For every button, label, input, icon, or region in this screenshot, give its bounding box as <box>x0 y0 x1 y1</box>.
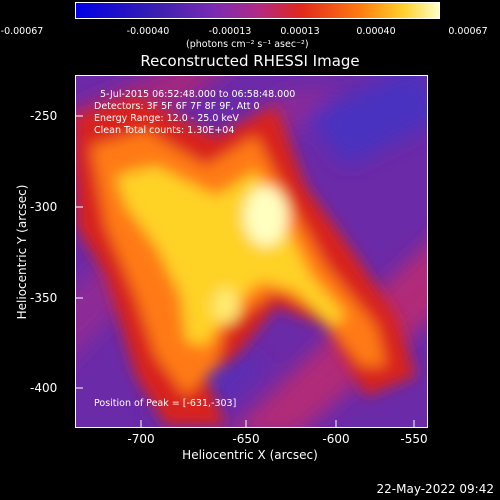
image-title: Reconstructed RHESSI Image <box>140 52 360 70</box>
time-range-label: 5-Jul-2015 06:52:48.000 to 06:58:48.000 <box>100 89 296 100</box>
colorbar-tick: -0.00067 <box>0 26 44 37</box>
timestamp: 22-May-2022 09:42 <box>376 482 494 496</box>
y-tick: -250 <box>30 109 58 123</box>
colorbar-tick: -0.00040 <box>126 26 170 37</box>
x-tick: -600 <box>322 432 350 446</box>
clean-counts-label: Clean Total counts: 1.30E+04 <box>94 125 235 136</box>
colorbar-tick: 0.00067 <box>448 26 488 37</box>
y-tick: -400 <box>30 381 58 395</box>
y-axis-label: Heliocentric Y (arcsec) <box>15 184 29 320</box>
colorbar-gradient <box>76 3 439 18</box>
colorbar-tick: 0.00013 <box>280 26 320 37</box>
peak-position-label: Position of Peak = [-631,-303] <box>94 398 237 409</box>
energy-range-label: Energy Range: 12.0 - 25.0 keV <box>94 113 239 124</box>
y-tick: -350 <box>30 291 58 305</box>
colorbar-tick: -0.00013 <box>208 26 252 37</box>
colorbar <box>75 2 440 19</box>
colorbar-tick: 0.00040 <box>356 26 396 37</box>
x-tick: -650 <box>232 432 260 446</box>
rhessi-image <box>75 75 428 428</box>
y-tick: -300 <box>30 200 58 214</box>
colorbar-units: (photons cm⁻² s⁻¹ asec⁻²) <box>186 39 309 50</box>
x-tick: -550 <box>400 432 428 446</box>
x-axis-label: Heliocentric X (arcsec) <box>182 448 318 462</box>
detectors-label: Detectors: 3F 5F 6F 7F 8F 9F, Att 0 <box>94 101 260 112</box>
x-tick: -700 <box>127 432 155 446</box>
